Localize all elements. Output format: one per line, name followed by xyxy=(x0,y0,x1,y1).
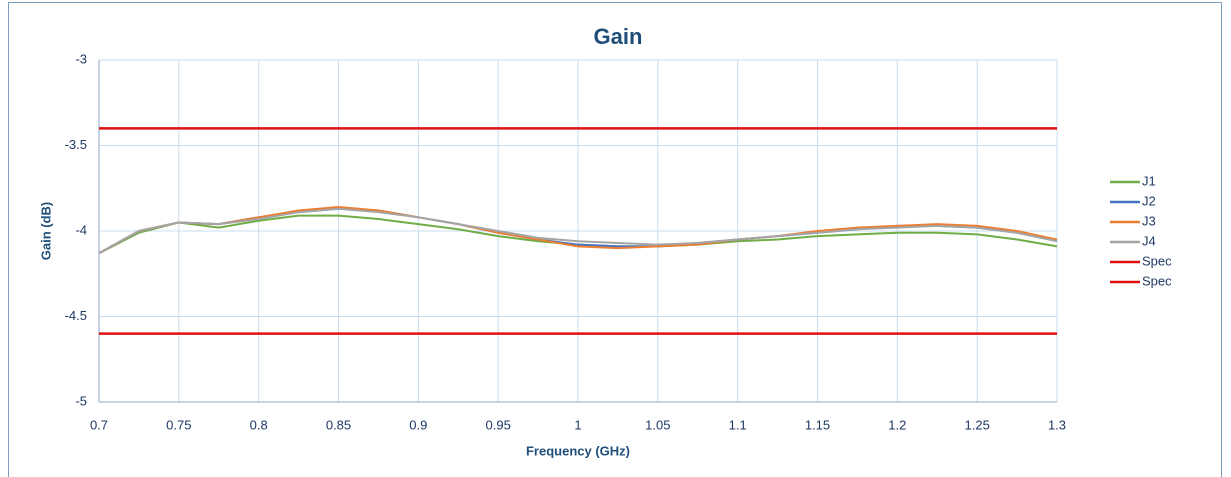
legend-label: Spec xyxy=(1142,273,1172,288)
y-axis-label: Gain (dB) xyxy=(38,202,53,261)
x-tick-label: 0.75 xyxy=(166,417,191,432)
x-axis-label: Frequency (GHz) xyxy=(526,443,630,458)
chart-frame xyxy=(8,2,1222,477)
chart-title: Gain xyxy=(594,24,643,49)
x-tick-label: 1.2 xyxy=(888,417,906,432)
x-tick-label: 0.8 xyxy=(250,417,268,432)
x-tick-label: 1.05 xyxy=(645,417,670,432)
x-tick-label: 0.7 xyxy=(90,417,108,432)
x-tick-label: 1.15 xyxy=(805,417,830,432)
legend-label: J2 xyxy=(1142,193,1156,208)
x-tick-label: 1.1 xyxy=(729,417,747,432)
legend-label: J1 xyxy=(1142,173,1156,188)
series-line xyxy=(98,206,1058,255)
x-tick-label: 1 xyxy=(574,417,581,432)
x-tick-label: 0.9 xyxy=(409,417,427,432)
series-line xyxy=(98,207,1058,255)
x-tick-label: 0.95 xyxy=(486,417,511,432)
y-tick-label: -4 xyxy=(75,222,87,237)
legend-label: Spec xyxy=(1142,253,1172,268)
y-tick-label: -5 xyxy=(75,393,87,408)
x-tick-label: 1.3 xyxy=(1048,417,1066,432)
y-tick-label: -4.5 xyxy=(65,308,87,323)
legend-label: J4 xyxy=(1142,233,1156,248)
x-tick-label: 1.25 xyxy=(965,417,990,432)
x-tick-label: 0.85 xyxy=(326,417,351,432)
legend-label: J3 xyxy=(1142,213,1156,228)
y-tick-label: -3.5 xyxy=(65,137,87,152)
y-tick-label: -3 xyxy=(75,51,87,66)
